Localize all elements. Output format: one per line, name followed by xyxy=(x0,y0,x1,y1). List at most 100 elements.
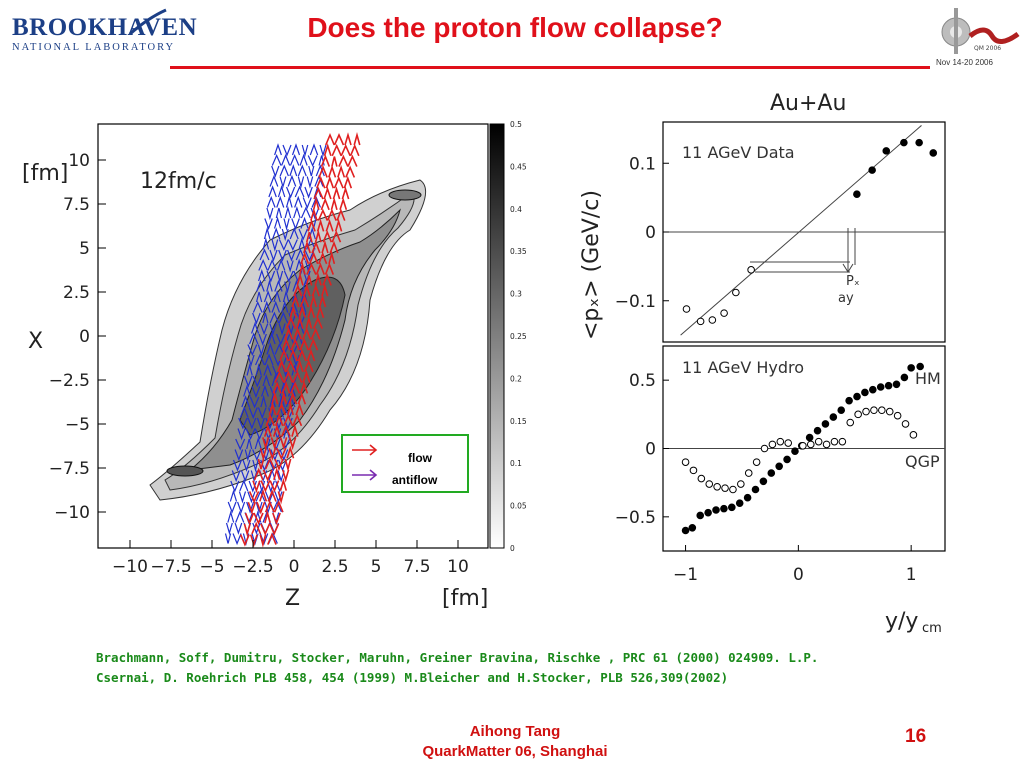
footer-author-block: Aihong Tang QuarkMatter 06, Shanghai xyxy=(380,722,650,762)
flow-arrow xyxy=(331,143,342,157)
flow-arrow xyxy=(249,534,258,548)
flow-arrow xyxy=(313,187,324,200)
antiflow-arrow xyxy=(252,522,261,535)
qgp-point xyxy=(799,441,807,450)
antiflow-arrow xyxy=(283,270,294,283)
colorbar-tick-label: 0 xyxy=(510,544,515,553)
qgp-point xyxy=(901,420,910,428)
antiflow-arrow xyxy=(310,207,320,220)
antiflow-arrow xyxy=(299,153,308,166)
antiflow-arrow xyxy=(237,428,246,441)
antiflow-arrow xyxy=(255,490,266,502)
flow-arrow xyxy=(308,338,319,351)
flow-arrow xyxy=(300,380,309,394)
antiflow-arrow xyxy=(229,489,238,502)
antiflow-arrow xyxy=(275,207,283,219)
flow-arrow xyxy=(299,338,310,351)
y-axis-unit: [fm] xyxy=(22,161,68,186)
antiflow-arrow xyxy=(281,228,289,242)
flow-arrow xyxy=(269,480,280,493)
antiflow-arrow xyxy=(263,363,272,376)
flow-arrow xyxy=(252,480,261,494)
y-axis-title: X xyxy=(28,329,43,354)
flow-arrow xyxy=(312,316,323,329)
flow-arrow xyxy=(259,488,268,502)
antiflow-arrow xyxy=(246,501,255,514)
data-point-open xyxy=(708,316,717,324)
antiflow-arrow xyxy=(248,407,258,420)
y-tick-label: −2.5 xyxy=(49,371,90,391)
qgp-point xyxy=(893,411,902,420)
antiflow-arrow xyxy=(246,438,253,450)
antiflow-arrow xyxy=(266,207,274,221)
flow-arrow xyxy=(286,445,295,459)
antiflow-arrow-icon xyxy=(352,469,378,481)
hm-point xyxy=(813,426,822,435)
data-point-filled xyxy=(915,138,923,147)
hm-point xyxy=(821,420,830,428)
conference-badge: QM 2006 Nov 14-20 2006 xyxy=(930,6,1020,70)
x-tick-label: −2.5 xyxy=(232,557,273,577)
flow-arrow xyxy=(343,175,353,189)
antiflow-arrow xyxy=(240,470,250,483)
flow-arrow xyxy=(325,218,334,232)
footer-author: Aihong Tang xyxy=(469,723,561,740)
qgp-point xyxy=(909,431,918,439)
antiflow-arrow xyxy=(264,501,272,515)
data-point-filled xyxy=(900,138,908,147)
flow-arrow xyxy=(325,132,335,146)
qgp-point xyxy=(806,440,815,449)
antiflow-arrow xyxy=(252,459,259,473)
flow-arrow xyxy=(300,251,310,265)
antiflow-arrow xyxy=(277,185,286,198)
antiflow-arrow xyxy=(254,436,262,450)
colorbar: 0.5 0.45 0.4 0.35 0.3 0.25 0.2 0.15 0.1 0.05 0 xyxy=(489,120,527,553)
antiflow-arrow xyxy=(276,270,284,284)
flow-arrow xyxy=(322,230,333,243)
antiflow-arrow xyxy=(271,153,282,166)
right-x-axis-subscript: cm xyxy=(922,621,942,636)
antiflow-arrow xyxy=(279,449,289,462)
antiflow-arrow xyxy=(231,470,241,483)
hm-point xyxy=(759,477,768,486)
flow-arrow xyxy=(257,458,265,470)
flow-arrow xyxy=(340,143,351,157)
top-y-tick-labels: 0.1 0 −0.1 xyxy=(615,154,669,312)
antiflow-arrow xyxy=(298,228,308,241)
flow-arrow xyxy=(314,229,322,243)
antiflow-arrow xyxy=(263,438,271,452)
antiflow-arrow xyxy=(269,249,278,262)
qgp-point xyxy=(784,439,793,447)
flow-arrow xyxy=(279,437,288,451)
antiflow-arrow xyxy=(247,344,258,356)
hm-point xyxy=(907,364,915,372)
flow-arrow xyxy=(305,318,313,329)
system-label: Au+Au xyxy=(770,91,846,116)
data-point-filled xyxy=(853,190,861,198)
flow-arrow xyxy=(283,413,294,427)
flow-arrow xyxy=(325,175,335,189)
qgp-point xyxy=(885,407,894,416)
antiflow-arrow xyxy=(292,354,300,367)
antiflow-arrow xyxy=(263,290,273,303)
flow-arrow xyxy=(307,218,316,232)
antiflow-arrow xyxy=(273,289,281,303)
antiflow-arrow xyxy=(289,227,299,240)
flow-arrow xyxy=(272,512,281,526)
flow-arrow xyxy=(298,305,306,319)
colorbar-tick-label: 0.45 xyxy=(510,162,527,171)
antiflow-arrow xyxy=(258,258,269,271)
antiflow-arrow xyxy=(293,206,301,219)
antiflow-arrow xyxy=(227,510,235,523)
antiflow-arrow xyxy=(281,300,289,313)
flow-arrow xyxy=(272,423,281,437)
flow-arrow xyxy=(283,370,294,383)
antiflow-arrow xyxy=(271,300,281,313)
flow-arrow xyxy=(320,197,330,211)
flow-arrow xyxy=(291,294,300,308)
antiflow-arrow xyxy=(263,226,271,240)
flow-arrow xyxy=(341,186,350,200)
x-axis-title: Z xyxy=(285,586,300,611)
hm-point xyxy=(829,413,838,421)
antiflow-arrow xyxy=(287,249,296,262)
